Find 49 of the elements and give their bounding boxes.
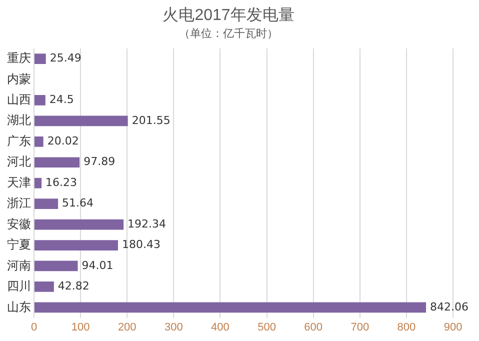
bar — [34, 240, 118, 250]
y-tick-label: 山东 — [7, 300, 31, 314]
y-tick-label: 内蒙 — [7, 72, 31, 86]
bar — [34, 54, 46, 64]
y-tick-label: 山西 — [7, 92, 31, 107]
x-tick-label: 600 — [304, 321, 323, 334]
y-tick-label: 河北 — [7, 154, 31, 169]
data-label: 25.49 — [50, 52, 82, 65]
y-tick-label: 四川 — [7, 279, 31, 294]
data-label: 24.5 — [49, 93, 74, 106]
chart-title: 火电2017年发电量 — [162, 6, 294, 24]
data-label: 16.23 — [46, 176, 78, 189]
chart-subtitle: （单位：亿千瓦时） — [179, 26, 278, 40]
bar — [34, 95, 46, 106]
data-label: 94.01 — [82, 258, 114, 272]
data-label: 201.55 — [132, 114, 170, 127]
data-label: 842.06 — [430, 300, 469, 314]
y-tick-label: 湖北 — [7, 113, 31, 128]
data-label: 97.89 — [84, 155, 116, 168]
y-tick-label: 广东 — [7, 134, 31, 148]
x-tick-label: 400 — [211, 321, 230, 334]
x-tick-label: 200 — [118, 321, 136, 334]
y-tick-label: 重庆 — [7, 51, 31, 66]
bar — [34, 157, 80, 168]
data-label: 42.82 — [58, 280, 90, 293]
data-label: 51.64 — [62, 196, 94, 210]
y-tick-label: 河南 — [7, 258, 31, 272]
bar — [34, 136, 44, 147]
y-tick-label: 宁夏 — [7, 238, 31, 252]
x-tick-label: 700 — [350, 321, 370, 334]
bar — [34, 219, 124, 230]
data-label: 180.43 — [122, 238, 160, 252]
bar — [34, 178, 42, 188]
x-tick-label: 800 — [397, 321, 416, 334]
bar — [34, 282, 54, 292]
bar — [34, 198, 58, 210]
x-tick-label: 500 — [258, 321, 276, 334]
data-label: 20.02 — [47, 134, 79, 148]
x-tick-label: 900 — [444, 321, 462, 334]
x-tick-label: 300 — [164, 321, 183, 334]
data-label: 192.34 — [128, 217, 166, 230]
bar — [34, 116, 128, 126]
y-tick-label: 安徽 — [7, 216, 31, 231]
y-tick-label: 天津 — [7, 175, 31, 190]
x-tick-label: 0 — [30, 321, 38, 334]
x-tick-label: 100 — [71, 321, 90, 334]
y-tick-label: 浙江 — [7, 196, 31, 210]
bar — [34, 302, 426, 313]
bar — [34, 260, 78, 272]
